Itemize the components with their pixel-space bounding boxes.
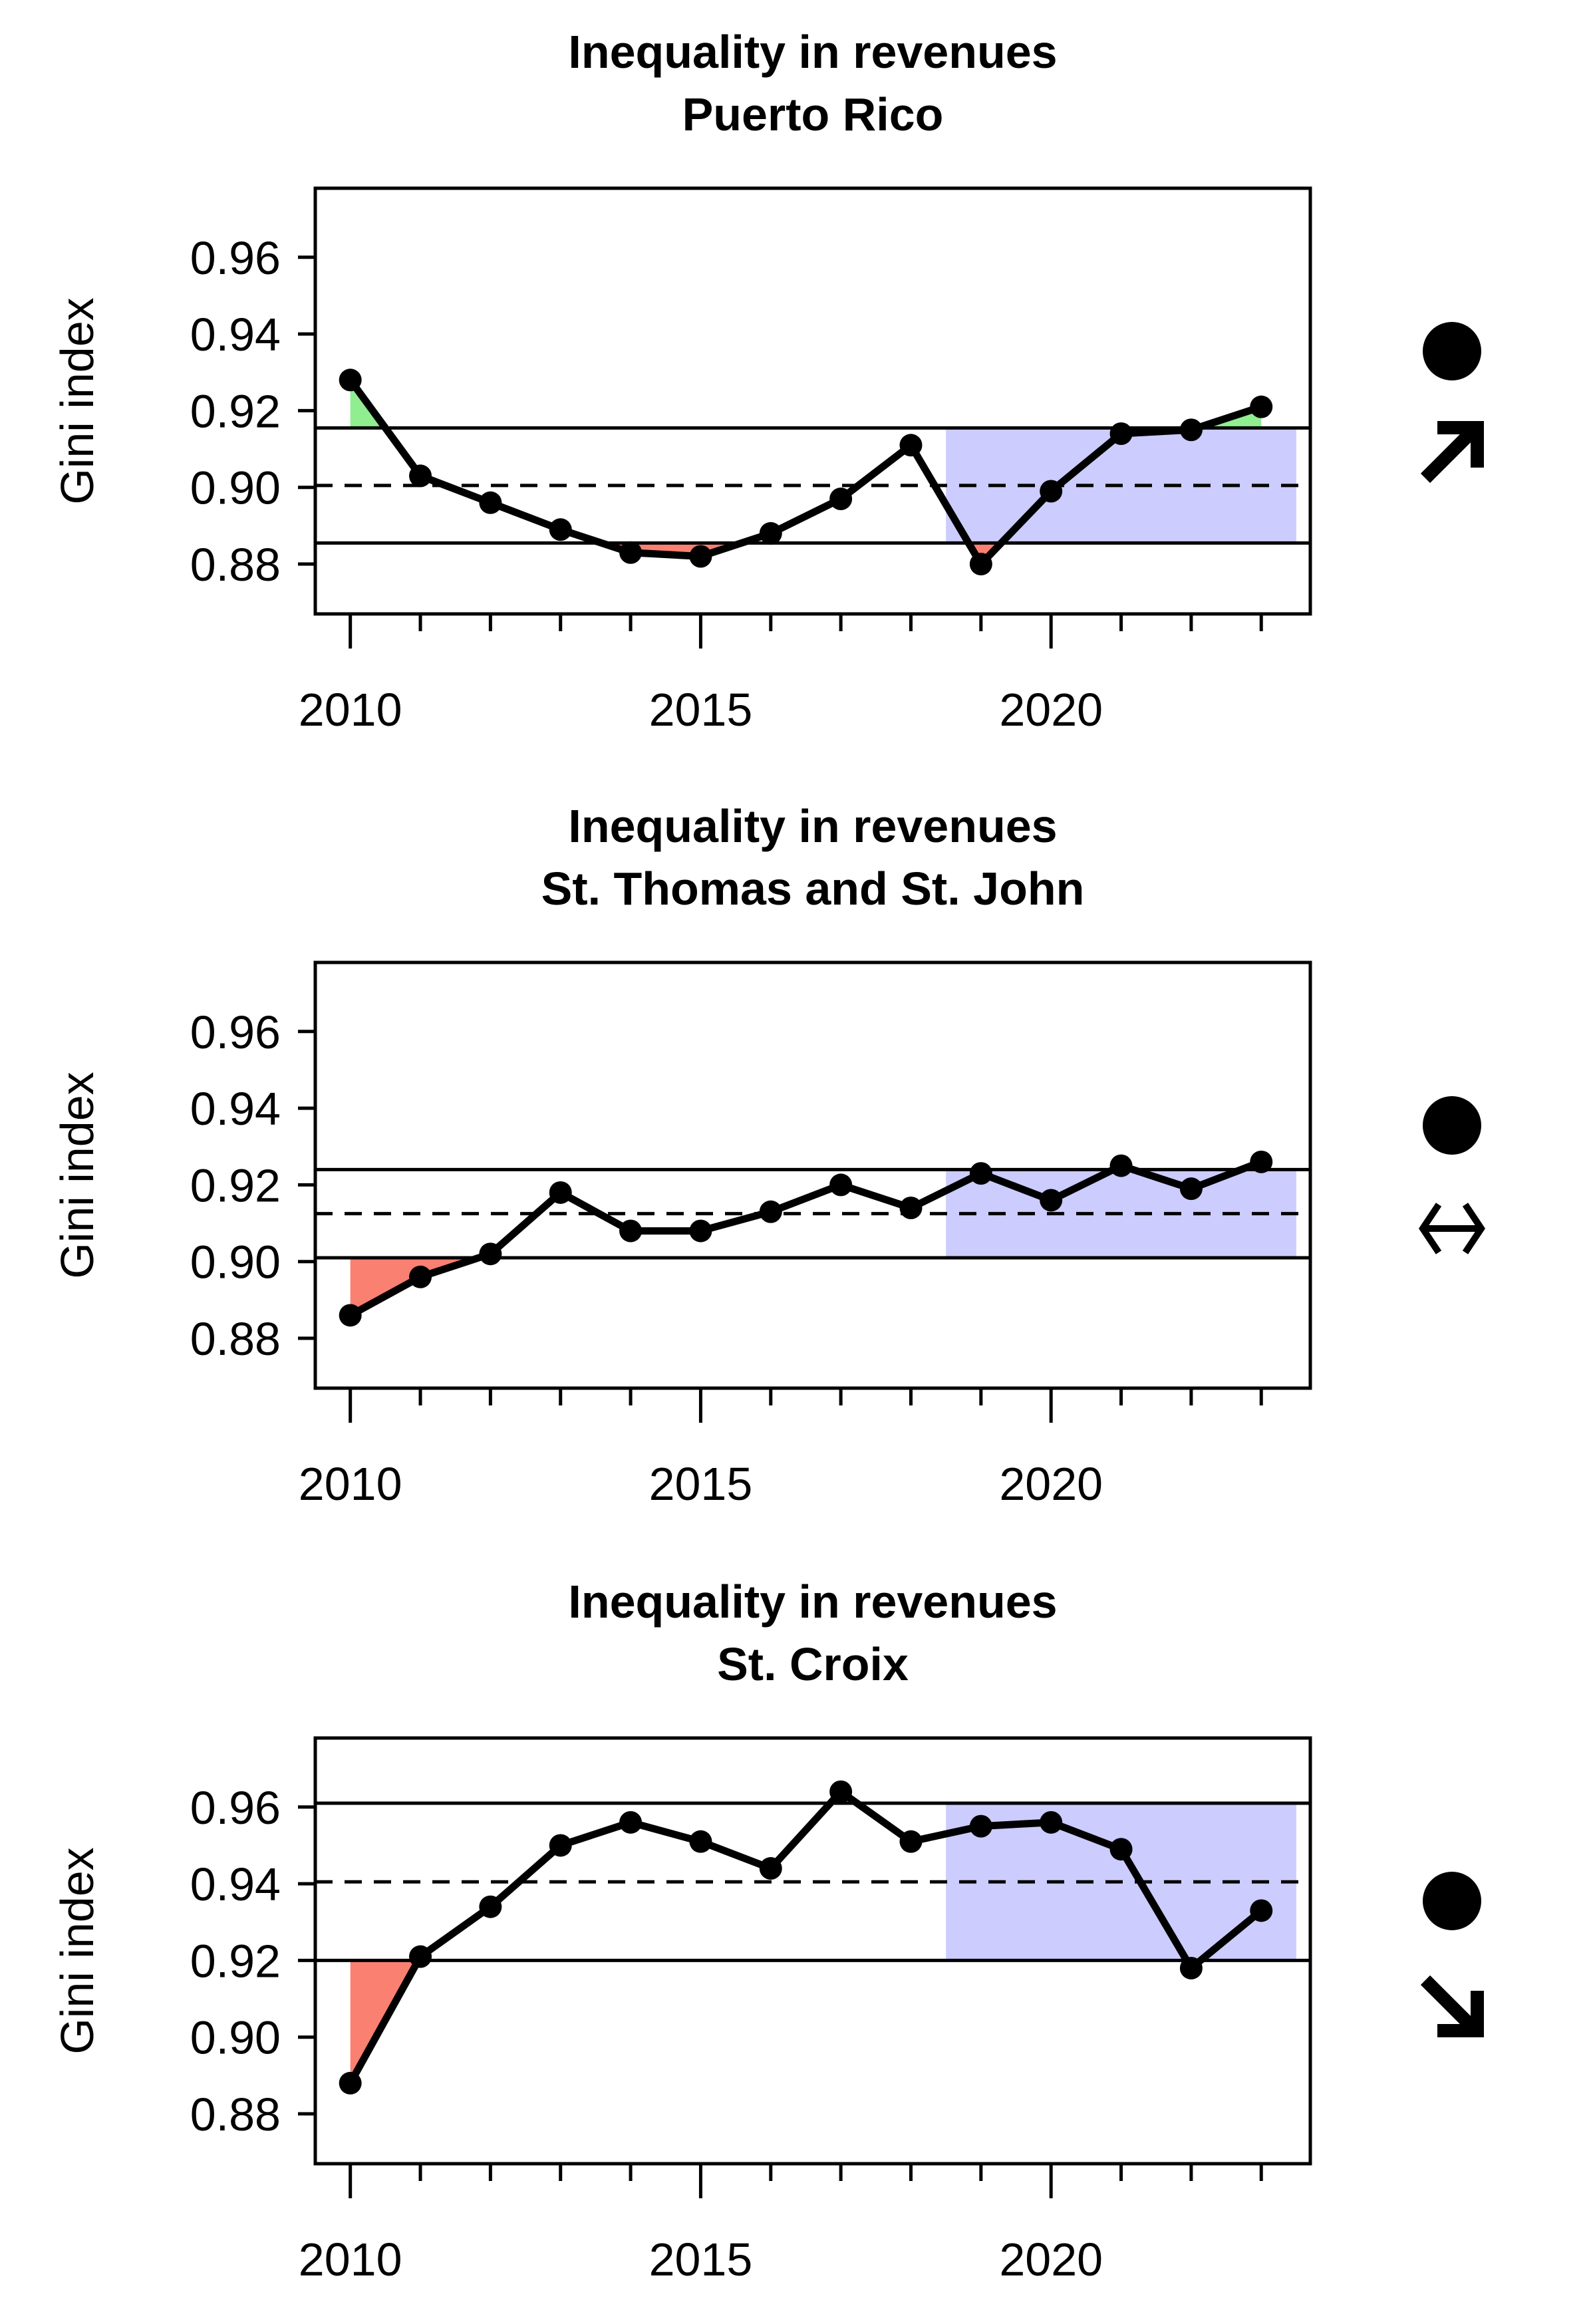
x-tick-label: 2020 <box>999 1458 1103 1510</box>
trend-down-right-arrow-icon <box>1420 1975 1484 2037</box>
data-point-2022 <box>1179 418 1203 442</box>
y-tick-label: 0.94 <box>190 1083 281 1135</box>
x-tick-label: 2010 <box>299 2234 402 2285</box>
y-axis-label: Gini index <box>51 1072 103 1278</box>
data-point-2010 <box>339 368 362 392</box>
data-point-2015 <box>689 1830 712 1853</box>
data-point-2015 <box>689 1219 712 1242</box>
y-tick-label: 0.92 <box>190 1935 281 1987</box>
x-tick-label: 2020 <box>999 2234 1103 2285</box>
y-tick-label: 0.96 <box>190 1782 281 1834</box>
data-point-2017 <box>829 1780 853 1803</box>
plot-area <box>315 1780 1310 2095</box>
y-tick-label: 0.94 <box>190 1858 281 1910</box>
y-tick-label: 0.94 <box>190 309 281 361</box>
y-tick-label: 0.96 <box>190 1006 281 1058</box>
data-point-2017 <box>829 488 853 511</box>
chart-title: Inequality in revenues <box>568 800 1057 852</box>
x-tick-label: 2010 <box>299 684 402 736</box>
data-point-2020 <box>1040 480 1063 503</box>
series-line <box>347 378 1262 568</box>
data-point-2014 <box>619 1811 643 1834</box>
y-tick-label: 0.90 <box>190 2012 281 2064</box>
y-tick-label: 0.88 <box>190 2089 281 2140</box>
data-point-2010 <box>339 1304 362 1327</box>
below-lower-fill-1 <box>350 1257 479 1316</box>
data-point-2021 <box>1109 1838 1133 1861</box>
chart-subtitle: St. Thomas and St. John <box>541 863 1085 915</box>
y-tick-label: 0.90 <box>190 1236 281 1288</box>
plot-area <box>315 1150 1310 1327</box>
data-point-2021 <box>1109 422 1133 446</box>
status-circle-icon <box>1423 1872 1481 1930</box>
y-tick-label: 0.96 <box>190 232 281 284</box>
data-point-2018 <box>899 434 923 457</box>
chart-panel-2: Inequality in revenues St. Thomas and St.… <box>51 800 1486 1510</box>
plot-frame <box>313 186 1312 616</box>
chart-subtitle: St. Croix <box>717 1638 909 1690</box>
chart-title: Inequality in revenues <box>568 1576 1057 1628</box>
data-point-2017 <box>829 1173 853 1197</box>
data-point-2021 <box>1109 1154 1133 1177</box>
data-point-2018 <box>899 1197 923 1220</box>
data-point-2023 <box>1250 1899 1273 1922</box>
x-tick-label: 2015 <box>649 684 753 736</box>
data-point-2013 <box>549 518 572 541</box>
data-point-2015 <box>689 545 712 568</box>
series-line <box>349 1158 1263 1319</box>
data-point-2014 <box>619 541 643 564</box>
data-point-2014 <box>619 1219 643 1242</box>
status-circle-icon <box>1423 1096 1481 1155</box>
plot-frame <box>313 1736 1312 2166</box>
x-tick-label: 2015 <box>649 2234 753 2285</box>
data-point-2019 <box>969 553 992 576</box>
data-point-2013 <box>549 1181 572 1204</box>
data-point-2013 <box>549 1834 572 1857</box>
y-tick-label: 0.90 <box>190 462 281 514</box>
data-point-2019 <box>969 1815 992 1838</box>
data-point-2019 <box>969 1162 992 1185</box>
status-circle-icon <box>1423 322 1481 380</box>
data-point-2012 <box>479 1895 502 1918</box>
chart-panel-1: Inequality in revenues Puerto Rico 0.88 0.9… <box>51 26 1484 736</box>
data-point-2018 <box>899 1830 923 1853</box>
trend-up-right-arrow-icon <box>1420 421 1484 484</box>
data-point-2020 <box>1040 1811 1063 1834</box>
data-point-2011 <box>409 1265 432 1288</box>
x-tick-label: 2010 <box>299 1458 402 1510</box>
y-axis-label: Gini index <box>51 297 103 504</box>
data-point-2016 <box>759 1857 782 1880</box>
data-point-2010 <box>339 2071 362 2095</box>
chart-subtitle: Puerto Rico <box>682 88 944 140</box>
data-point-2012 <box>479 1242 502 1266</box>
data-point-2022 <box>1179 1177 1203 1201</box>
chart-panel-3: Inequality in revenues St. Croix 0.88 0.90 0… <box>51 1576 1484 2285</box>
y-tick-label: 0.88 <box>190 539 281 591</box>
data-point-2016 <box>759 1200 782 1223</box>
y-axis-label: Gini index <box>51 1847 103 2054</box>
y-tick-label: 0.88 <box>190 1313 281 1365</box>
data-point-2011 <box>409 1945 432 1968</box>
data-point-2023 <box>1250 395 1273 418</box>
plot-area <box>315 368 1310 576</box>
data-point-2023 <box>1250 1150 1273 1173</box>
trend-double-arrow-icon <box>1418 1203 1486 1254</box>
chart-title: Inequality in revenues <box>568 26 1057 78</box>
data-point-2011 <box>409 464 432 488</box>
series-line <box>347 1788 1264 2085</box>
data-point-2012 <box>479 491 502 514</box>
y-tick-label: 0.92 <box>190 1159 281 1211</box>
data-point-2016 <box>759 521 782 545</box>
plot-frame <box>313 960 1312 1390</box>
data-point-2022 <box>1179 1956 1203 1979</box>
x-tick-label: 2020 <box>999 684 1103 736</box>
x-tick-label: 2015 <box>649 1458 753 1510</box>
y-tick-label: 0.92 <box>190 385 281 437</box>
data-point-2020 <box>1040 1189 1063 1212</box>
